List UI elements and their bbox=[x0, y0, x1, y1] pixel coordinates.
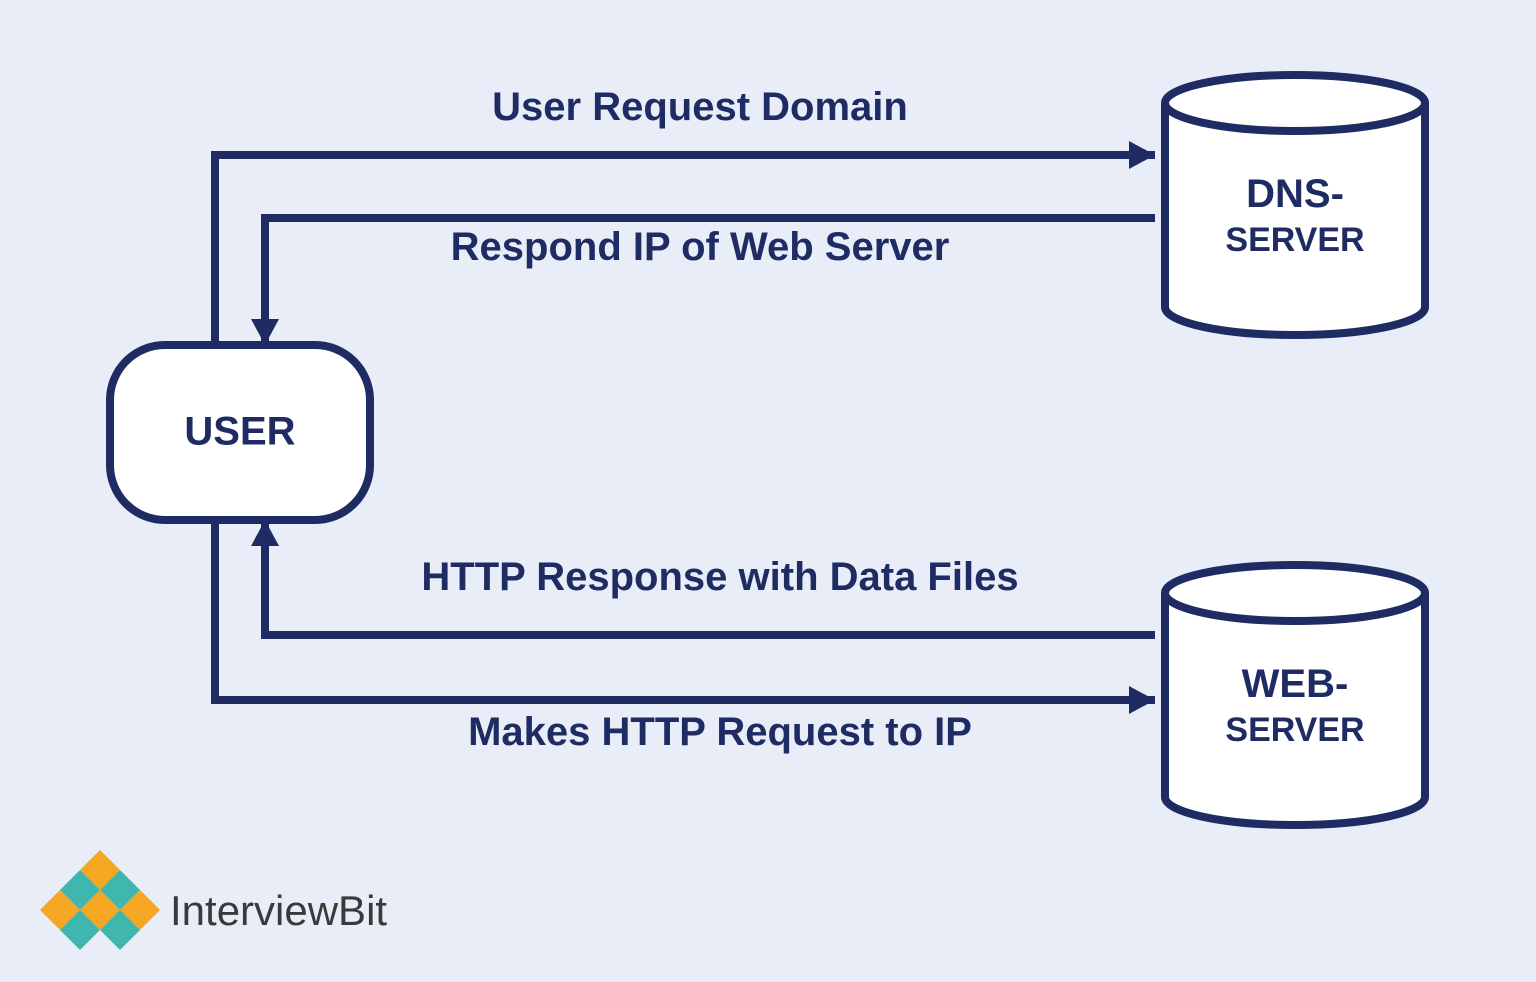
web-label-line2: SERVER bbox=[1225, 711, 1364, 749]
node-dns: DNS- SERVER bbox=[1165, 75, 1425, 335]
node-user: USER bbox=[110, 345, 370, 520]
arrow-label: User Request Domain bbox=[492, 85, 908, 129]
dns-label-line2: SERVER bbox=[1225, 221, 1364, 259]
cylinder-top bbox=[1165, 75, 1425, 131]
logo-text: InterviewBit bbox=[170, 887, 387, 934]
cylinder-body bbox=[1165, 103, 1425, 335]
arrow-label: Makes HTTP Request to IP bbox=[468, 710, 972, 754]
web-label-line1: WEB- bbox=[1242, 662, 1349, 706]
dns-label-line1: DNS- bbox=[1246, 172, 1344, 216]
node-web: WEB- SERVER bbox=[1165, 565, 1425, 825]
arrow-label: HTTP Response with Data Files bbox=[421, 555, 1018, 599]
user-label: USER bbox=[184, 410, 295, 454]
arrow-label: Respond IP of Web Server bbox=[451, 225, 950, 269]
cylinder-top bbox=[1165, 565, 1425, 621]
cylinder-body bbox=[1165, 593, 1425, 825]
